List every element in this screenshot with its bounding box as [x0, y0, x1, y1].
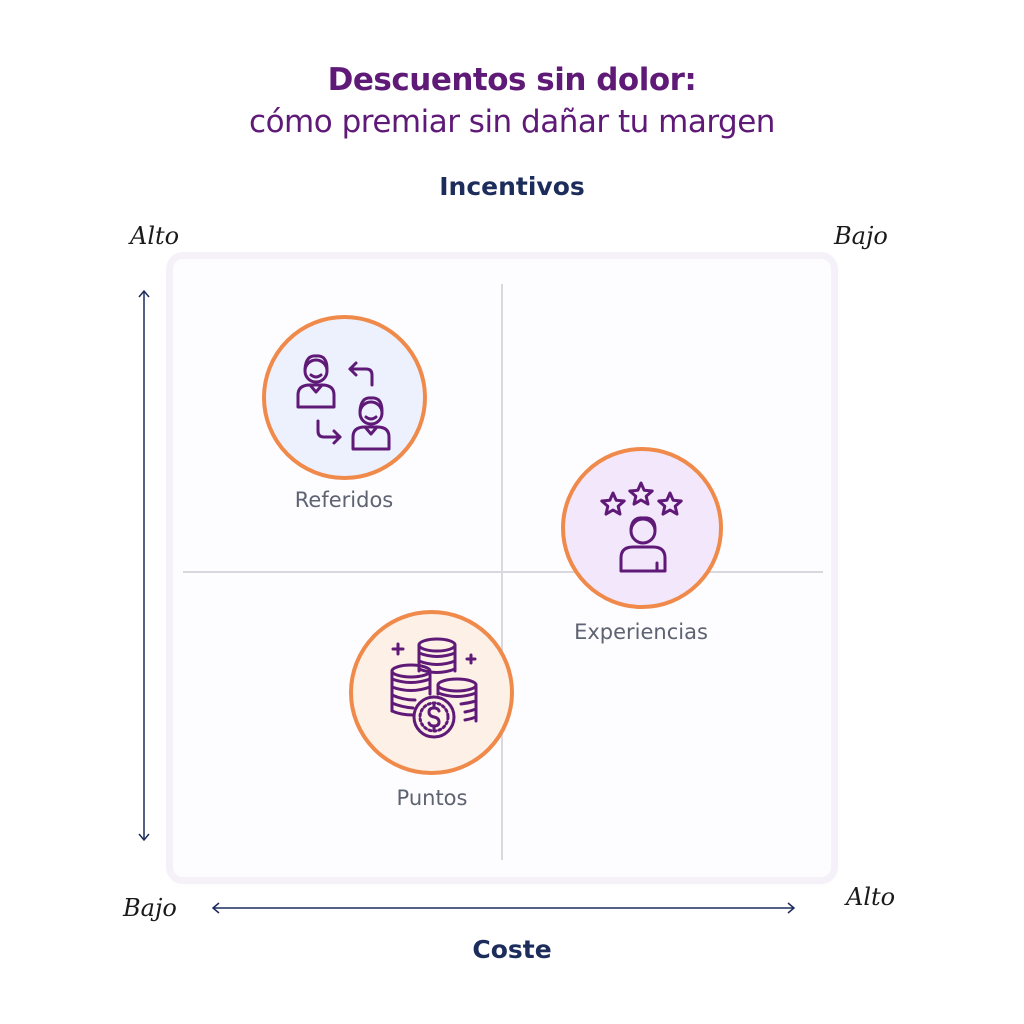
y-axis-title: Incentivos: [439, 172, 585, 201]
experiencias-label: Experiencias: [574, 620, 708, 644]
title-line-1: Descuentos sin dolor:: [327, 62, 697, 98]
puntos-label: Puntos: [396, 786, 468, 810]
top-right-corner-label: Bajo: [834, 222, 888, 250]
title-line-2: cómo premiar sin dañar tu margen: [249, 104, 775, 140]
x-axis-arrow-icon: [211, 902, 796, 914]
referidos-label: Referidos: [294, 488, 394, 512]
x-axis-high-label: Alto: [846, 883, 896, 911]
puntos-bubble: [349, 610, 514, 775]
horizontal-divider: [183, 571, 823, 573]
x-axis-low-label: Bajo: [123, 894, 177, 922]
referidos-bubble: [262, 315, 427, 480]
experiencias-bubble: [561, 447, 723, 609]
star-rating-person-icon: [600, 481, 683, 573]
x-axis-title: Coste: [472, 935, 552, 964]
referral-people-icon: [296, 354, 391, 451]
y-axis-arrow-icon: [138, 289, 150, 842]
y-axis-high-label: Alto: [130, 222, 180, 250]
coin-stack-icon: [390, 637, 478, 739]
